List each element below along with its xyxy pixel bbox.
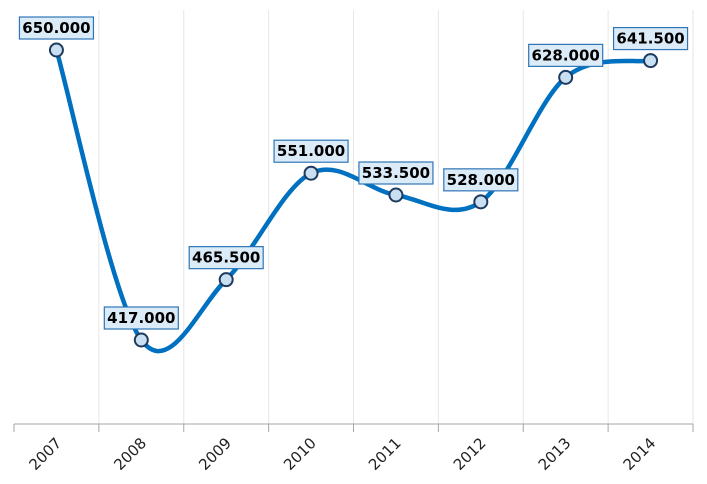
data-label-box: [612, 26, 689, 51]
data-point: [473, 194, 489, 210]
data-point: [388, 187, 404, 203]
data-label-box: [18, 16, 95, 40]
data-label-box: [443, 168, 519, 192]
data-label-text: 641.500: [616, 30, 684, 48]
data-label-text: 528.000: [447, 171, 515, 189]
data-point: [48, 42, 64, 58]
data-label: 528.000: [443, 168, 519, 192]
data-label-box: [528, 43, 604, 67]
data-label-box: [103, 306, 179, 330]
data-label: 533.500: [358, 161, 434, 185]
data-labels: 650.000 417.000 465.500 551.000 533.500 528.0…: [18, 16, 689, 330]
x-tick-label: 2011: [365, 434, 405, 474]
data-label: 628.000: [528, 43, 604, 67]
data-label-text: 533.500: [362, 164, 430, 182]
data-label-box: [273, 139, 349, 163]
data-label-text: 417.000: [107, 309, 175, 327]
data-point: [643, 53, 659, 69]
data-label: 551.000: [273, 139, 349, 163]
data-label: 641.500: [612, 26, 689, 51]
data-label: 650.000: [18, 16, 95, 40]
x-tick-label: 2010: [280, 434, 320, 474]
x-tick-label: 2008: [110, 434, 150, 474]
x-tick-label: 2012: [450, 434, 490, 474]
data-label-text: 650.000: [22, 19, 90, 37]
data-label-box: [358, 161, 434, 185]
data-label-text: 551.000: [277, 142, 345, 160]
data-point: [558, 69, 574, 85]
data-point: [133, 332, 149, 348]
grid-lines: [98, 10, 694, 424]
x-tick-label: 2009: [195, 434, 235, 474]
data-label-text: 628.000: [532, 46, 600, 64]
data-label: 417.000: [103, 306, 179, 330]
x-tick-label: 2007: [26, 434, 66, 474]
x-tick-label: 2013: [535, 434, 575, 474]
x-tick-label: 2014: [620, 434, 660, 474]
data-point: [218, 272, 234, 288]
data-label: 465.500: [188, 246, 264, 270]
data-points: [48, 42, 659, 348]
data-point: [303, 165, 319, 181]
x-axis: 2007 2008 2009 2010 2011 2012 2013 2014: [13, 423, 694, 474]
data-label-box: [188, 246, 264, 270]
data-label-text: 465.500: [192, 249, 260, 267]
